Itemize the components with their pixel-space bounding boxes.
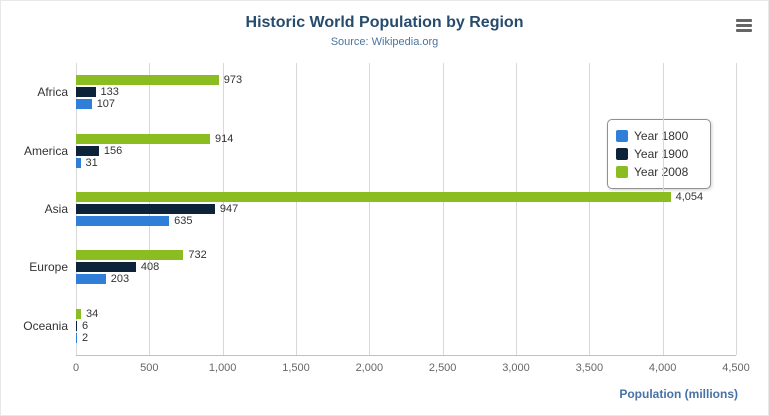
bar-oceania-year-1900[interactable] — [76, 320, 77, 331]
x-tick-label: 500 — [140, 362, 159, 374]
menu-bar — [736, 19, 752, 22]
bar-asia-year-1800[interactable] — [76, 216, 170, 226]
legend-item-year-1800[interactable]: Year 1800 — [616, 127, 702, 145]
bar-asia-year-2008[interactable] — [76, 192, 671, 202]
bar-oceania-year-2008[interactable] — [76, 308, 81, 319]
x-tick-label: 1,500 — [282, 362, 310, 374]
category-label: Asia — [44, 202, 68, 216]
bar-value-label: 133 — [100, 86, 119, 99]
legend-label: Year 2008 — [634, 165, 689, 179]
gridline — [736, 63, 737, 355]
gridline — [662, 63, 664, 355]
x-tick-label: 2,500 — [428, 362, 457, 374]
bar-europe-year-1900[interactable] — [76, 262, 136, 273]
legend-swatch — [616, 148, 628, 160]
category-label: Europe — [29, 260, 68, 275]
hamburger-menu-icon[interactable] — [736, 19, 752, 32]
gridline — [516, 63, 517, 355]
gridline — [589, 63, 591, 355]
bar-value-label: 947 — [219, 203, 239, 215]
bar-value-label: 2 — [82, 331, 89, 344]
x-axis-title: Population (millions) — [619, 387, 738, 401]
gridline — [369, 63, 371, 355]
bar-value-label: 408 — [140, 261, 160, 274]
bar-value-label: 4,054 — [675, 191, 704, 203]
x-tick-label: 0 — [72, 362, 80, 374]
x-tick-label: 4,000 — [648, 362, 677, 374]
bar-value-label: 107 — [96, 98, 116, 111]
bar-oceania-year-1800[interactable] — [76, 332, 77, 343]
category-label: America — [23, 143, 68, 158]
legend-label: Year 1900 — [634, 147, 689, 161]
bar-africa-year-1900[interactable] — [76, 87, 96, 98]
bar-value-label: 34 — [85, 307, 99, 320]
chart-title: Historic World Population by Region — [245, 14, 524, 31]
x-tick-label: 1,000 — [208, 362, 237, 374]
bar-value-label: 203 — [110, 273, 130, 286]
menu-bar — [736, 29, 752, 32]
legend: Year 1800 Year 1900 Year 2008 — [607, 119, 711, 189]
bar-america-year-1900[interactable] — [76, 145, 99, 156]
bar-europe-year-1800[interactable] — [76, 274, 106, 285]
bar-europe-year-2008[interactable] — [76, 250, 184, 261]
legend-label: Year 1800 — [634, 129, 689, 143]
bar-value-label: 31 — [85, 156, 98, 169]
chart-subtitle: Source: Wikipedia.org — [330, 36, 439, 48]
bar-value-label: 635 — [174, 215, 193, 227]
legend-item-year-1900[interactable]: Year 1900 — [616, 145, 702, 163]
x-tick-label: 3,000 — [502, 362, 530, 374]
bar-africa-year-2008[interactable] — [76, 75, 219, 86]
gridline — [442, 63, 444, 355]
x-tick-label: 4,500 — [722, 362, 750, 374]
bar-value-label: 6 — [82, 319, 89, 332]
menu-bar — [736, 24, 752, 27]
bar-value-label: 973 — [223, 74, 243, 87]
gridline — [222, 63, 224, 355]
bar-value-label: 732 — [188, 249, 207, 262]
category-label: Africa — [37, 85, 68, 100]
x-tick-label: 3,500 — [575, 362, 604, 374]
legend-item-year-2008[interactable]: Year 2008 — [616, 163, 702, 181]
gridline — [296, 63, 297, 355]
x-tick-label: 2,000 — [355, 362, 384, 374]
category-label: Oceania — [23, 318, 68, 333]
bar-asia-year-1900[interactable] — [76, 204, 215, 214]
legend-swatch — [616, 130, 628, 142]
bar-value-label: 914 — [215, 132, 234, 145]
x-axis-line — [76, 355, 736, 356]
bar-america-year-2008[interactable] — [76, 133, 211, 144]
bar-africa-year-1800[interactable] — [76, 99, 92, 110]
legend-swatch — [616, 166, 628, 178]
bar-america-year-1800[interactable] — [76, 157, 81, 168]
bar-value-label: 156 — [103, 144, 123, 157]
